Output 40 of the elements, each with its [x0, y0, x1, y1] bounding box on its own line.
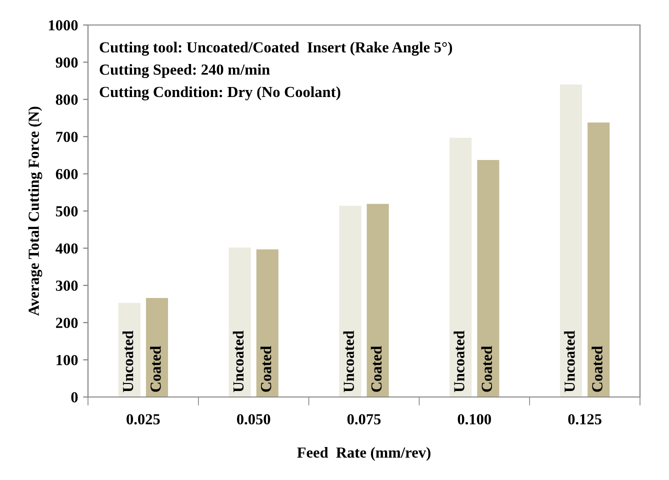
- y-tick-label: 200: [56, 318, 78, 328]
- bar: [560, 84, 582, 397]
- text: Coated: [260, 346, 272, 392]
- series-label: Uncoated: [343, 330, 354, 392]
- bar: [450, 138, 472, 397]
- annotation: Cutting tool: Uncoated/Coated Insert (Rake Angle 5°): [100, 42, 452, 56]
- text: Uncoated: [454, 330, 464, 392]
- text: Coated: [592, 346, 602, 392]
- text: Uncoated: [564, 330, 575, 392]
- text: Uncoated: [122, 330, 134, 392]
- bar: [366, 204, 389, 397]
- y-tick-label: 800: [56, 94, 78, 105]
- bar: [256, 249, 278, 397]
- text: Coated: [370, 346, 382, 392]
- x-tick-label: 0.075: [347, 414, 381, 424]
- bar: [477, 160, 500, 397]
- bar: [228, 247, 251, 397]
- y-tick-label: 500: [56, 206, 78, 216]
- y-axis-title: Average Total Cutting Force (N): [28, 106, 42, 316]
- text: Uncoated: [232, 330, 244, 392]
- bar: [588, 122, 610, 397]
- y-tick-label: 900: [56, 57, 78, 68]
- x-tick-label: 0.050: [236, 414, 270, 424]
- x-tick-label: 0.125: [568, 414, 602, 424]
- y-tick-label: 100: [56, 354, 78, 366]
- annotation: Cutting Speed: 240 m/min: [100, 64, 270, 78]
- text: Coated: [481, 346, 492, 392]
- x-axis-title: Feed Rate (mm/rev): [297, 446, 430, 461]
- series-label: Coated: [150, 346, 161, 392]
- annotation: Cutting Condition: Dry (No Coolant): [100, 86, 340, 100]
- y-tick-label: 600: [56, 168, 78, 180]
- bar: [146, 298, 168, 397]
- y-tick-label: 0: [71, 392, 78, 402]
- y-tick-label: 400: [56, 243, 78, 254]
- y-tick-label: 300: [56, 280, 78, 291]
- y-tick-label: 1000: [48, 20, 78, 30]
- x-tick-label: 0.025: [126, 414, 160, 424]
- x-tick-label: 0.100: [458, 414, 492, 424]
- y-tick-label: 700: [56, 132, 78, 142]
- bar: [339, 206, 362, 397]
